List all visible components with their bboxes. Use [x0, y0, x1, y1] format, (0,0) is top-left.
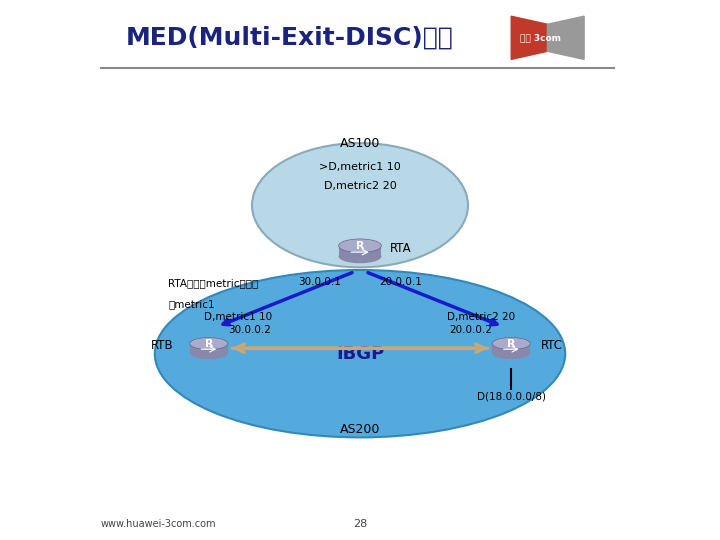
Ellipse shape	[338, 239, 382, 253]
Text: IBGP: IBGP	[336, 345, 384, 363]
Text: D,metric2 20: D,metric2 20	[447, 312, 516, 322]
Text: 28: 28	[353, 519, 367, 529]
Text: D,metric1 10: D,metric1 10	[204, 312, 273, 322]
Text: MED(Multi-Exit-DISC)属性: MED(Multi-Exit-DISC)属性	[126, 26, 454, 50]
Ellipse shape	[155, 270, 565, 437]
Text: 的metric1: 的metric1	[168, 299, 215, 309]
Text: R: R	[356, 241, 364, 251]
Polygon shape	[547, 16, 584, 59]
Text: AS100: AS100	[340, 137, 380, 150]
Bar	[190, 343, 228, 353]
Ellipse shape	[252, 143, 468, 267]
Polygon shape	[511, 16, 547, 59]
Text: 20.0.0.2: 20.0.0.2	[449, 326, 492, 335]
Ellipse shape	[190, 338, 228, 349]
Text: 20.0.0.1: 20.0.0.1	[379, 278, 422, 287]
Text: 30.0.0.1: 30.0.0.1	[298, 278, 341, 287]
Text: 华为 3com: 华为 3com	[521, 33, 562, 42]
Bar	[338, 246, 382, 256]
Text: www.huawei-3com.com: www.huawei-3com.com	[101, 519, 216, 529]
Text: AS200: AS200	[340, 423, 380, 436]
Ellipse shape	[492, 338, 530, 349]
Text: RTC: RTC	[541, 339, 563, 352]
Ellipse shape	[190, 347, 228, 359]
Ellipse shape	[492, 347, 530, 359]
Text: RTB: RTB	[151, 339, 174, 352]
Text: R: R	[507, 339, 516, 348]
Ellipse shape	[338, 249, 382, 263]
Text: 30.0.0.2: 30.0.0.2	[228, 326, 271, 335]
Bar	[492, 343, 530, 353]
Text: RTA会选择metric値较小: RTA会选择metric値较小	[168, 279, 258, 288]
Text: D(18.0.0.0/8): D(18.0.0.0/8)	[477, 392, 546, 402]
Text: RTA: RTA	[390, 242, 411, 255]
Text: D,metric2 20: D,metric2 20	[323, 181, 397, 191]
Text: >D,metric1 10: >D,metric1 10	[319, 163, 401, 172]
Text: R: R	[204, 339, 213, 348]
